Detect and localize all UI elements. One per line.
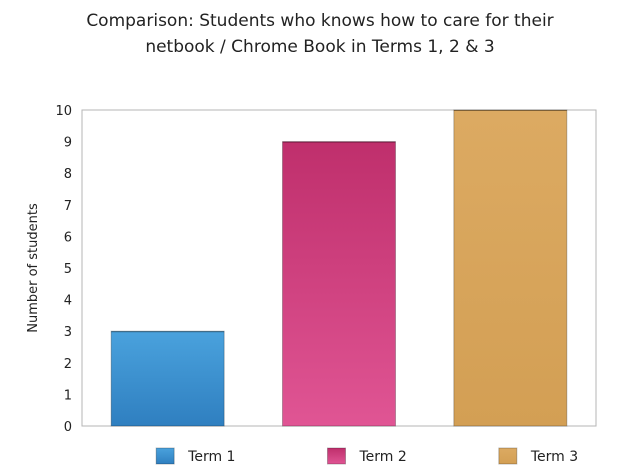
bar-term-1 xyxy=(110,330,225,427)
y-tick-label: 7 xyxy=(64,199,72,214)
legend-label: Term 1 xyxy=(187,449,235,465)
y-tick-label: 8 xyxy=(64,167,72,182)
y-tick-label: 2 xyxy=(64,357,72,372)
y-tick-label: 6 xyxy=(64,230,72,245)
legend-label: Term 3 xyxy=(530,449,578,465)
bar-term-3 xyxy=(453,109,568,427)
legend-swatch xyxy=(155,447,175,465)
y-tick-label: 3 xyxy=(64,325,72,340)
legend-swatch xyxy=(327,447,346,465)
chart-title-line-1: Comparison: Students who knows how to ca… xyxy=(86,11,553,31)
legend-label: Term 2 xyxy=(359,449,407,465)
y-tick-label: 9 xyxy=(64,136,72,151)
legend-swatch xyxy=(498,447,518,465)
y-tick-label: 5 xyxy=(64,262,72,277)
chart-title-line-2: netbook / Chrome Book in Terms 1, 2 & 3 xyxy=(145,37,494,57)
y-axis-label: Number of students xyxy=(26,203,41,333)
y-tick-label: 1 xyxy=(64,388,72,403)
y-tick-label: 0 xyxy=(64,420,72,435)
y-tick-label: 10 xyxy=(55,104,72,119)
y-tick-label: 4 xyxy=(64,294,72,309)
bar-term-2 xyxy=(282,141,396,427)
